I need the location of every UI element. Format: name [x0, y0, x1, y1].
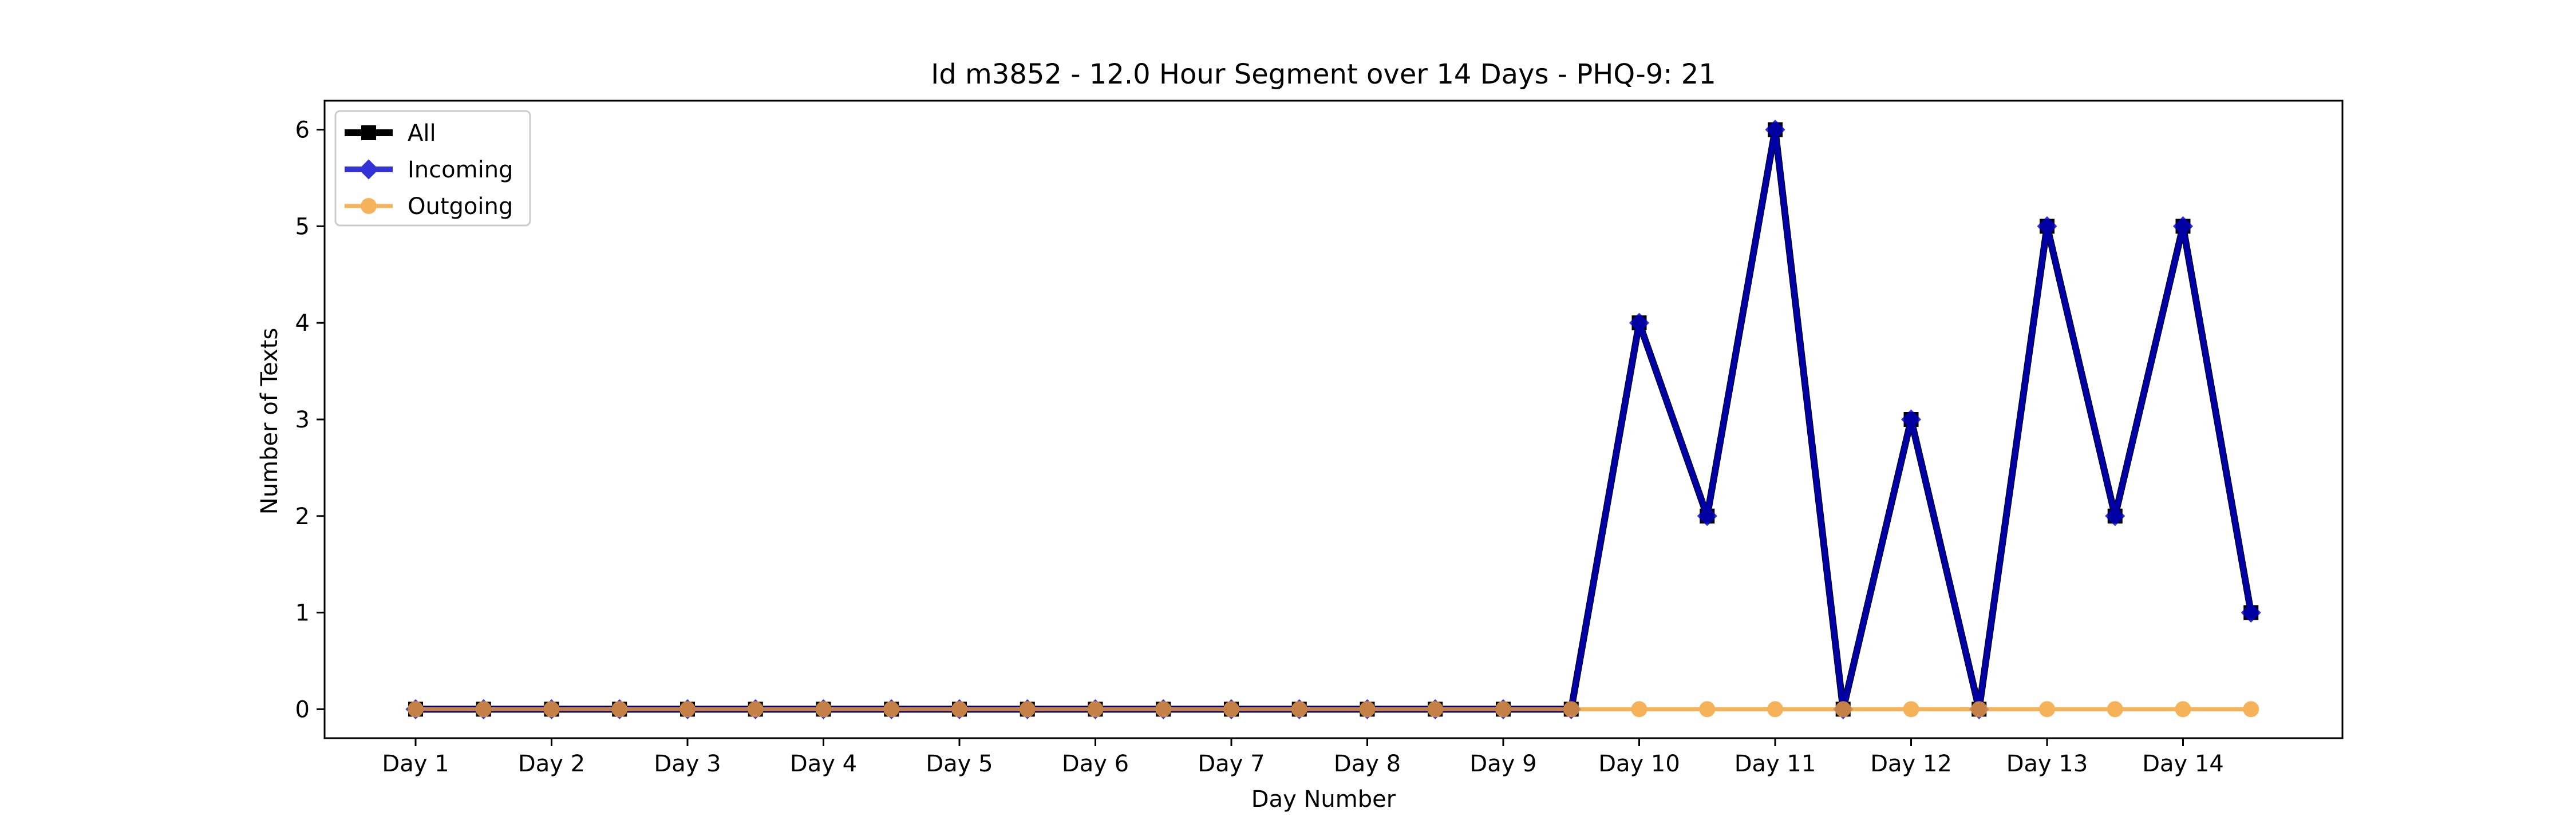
y-tick-label: 0 — [295, 696, 310, 723]
data-point-outgoing — [883, 701, 900, 718]
data-point-outgoing — [1019, 701, 1036, 718]
data-point-incoming — [2172, 216, 2194, 236]
x-tick-label: Day 9 — [1469, 751, 1536, 777]
y-tick-label: 3 — [295, 407, 310, 433]
data-point-incoming — [1697, 506, 1717, 526]
data-point-incoming — [2037, 216, 2057, 236]
data-point-outgoing — [1223, 701, 1239, 718]
data-point-outgoing — [2039, 701, 2055, 718]
x-tick-label: Day 4 — [790, 751, 857, 777]
legend-marker-outgoing — [361, 198, 377, 214]
data-point-outgoing — [1291, 701, 1307, 718]
data-point-outgoing — [543, 701, 560, 718]
data-point-outgoing — [1563, 701, 1579, 718]
axes-layer: Day 1 Day 2 Day 3 Day 4 Day 5 Day 6 Day 7 Day 8… — [295, 117, 2224, 777]
data-point-outgoing — [2243, 701, 2259, 718]
legend-label-outgoing: Outgoing — [408, 193, 513, 220]
data-point-outgoing — [1699, 701, 1716, 718]
data-point-outgoing — [408, 701, 424, 718]
data-point-incoming — [1629, 312, 1650, 333]
data-point-outgoing — [1495, 701, 1511, 718]
data-point-outgoing — [951, 701, 967, 718]
data-point-outgoing — [1631, 701, 1647, 718]
data-point-outgoing — [747, 701, 764, 718]
x-tick-label: Day 12 — [1870, 751, 1952, 777]
data-point-outgoing — [1767, 701, 1783, 718]
data-point-outgoing — [1087, 701, 1104, 718]
legend-label-all: All — [408, 120, 436, 146]
data-point-outgoing — [611, 701, 628, 718]
data-point-incoming — [1901, 409, 1922, 430]
y-tick-label: 4 — [295, 310, 310, 336]
y-tick-label: 1 — [295, 600, 310, 627]
legend: All Incoming Outgoing — [334, 110, 531, 227]
legend-marker-all — [361, 125, 376, 140]
legend-entry-incoming — [345, 159, 393, 180]
series-layer — [405, 120, 2261, 719]
x-tick-label: Day 3 — [654, 751, 721, 777]
data-point-outgoing — [2175, 701, 2191, 718]
data-point-outgoing — [1903, 701, 1919, 718]
x-axis-label: Day Number — [1251, 786, 1396, 813]
x-tick-label: Day 5 — [926, 751, 993, 777]
data-point-incoming — [1765, 120, 1785, 140]
x-tick-label: Day 14 — [2142, 751, 2224, 777]
chart-title: Id m3852 - 12.0 Hour Segment over 14 Day… — [931, 58, 1716, 90]
data-point-outgoing — [1835, 701, 1851, 718]
data-point-outgoing — [679, 701, 696, 718]
data-point-outgoing — [2107, 701, 2123, 718]
x-tick-label: Day 1 — [382, 751, 449, 777]
x-tick-label: Day 10 — [1598, 751, 1680, 777]
legend-box — [334, 110, 531, 227]
y-tick-label: 5 — [295, 213, 310, 240]
y-tick-label: 6 — [295, 117, 310, 144]
x-tick-label: Day 7 — [1198, 751, 1265, 777]
series-outgoing — [408, 701, 2259, 718]
legend-entry-all — [345, 125, 393, 140]
legend-entry-outgoing — [345, 198, 393, 214]
y-axis-label: Number of Texts — [256, 328, 283, 514]
x-tick-label: Day 6 — [1062, 751, 1129, 777]
x-tick-label: Day 11 — [1735, 751, 1816, 777]
y-tick-label: 2 — [295, 504, 310, 530]
data-point-incoming — [2105, 506, 2125, 526]
x-tick-label: Day 13 — [2006, 751, 2088, 777]
data-point-outgoing — [1971, 701, 1988, 718]
legend-label-incoming: Incoming — [408, 157, 513, 183]
data-point-outgoing — [475, 701, 492, 718]
data-point-outgoing — [1155, 701, 1172, 718]
legend-marker-incoming — [358, 159, 379, 180]
x-tick-label: Day 8 — [1334, 751, 1401, 777]
data-point-outgoing — [1427, 701, 1444, 718]
x-tick-label: Day 2 — [518, 751, 585, 777]
data-point-incoming — [2241, 603, 2261, 623]
data-point-outgoing — [815, 701, 832, 718]
data-point-outgoing — [1359, 701, 1376, 718]
